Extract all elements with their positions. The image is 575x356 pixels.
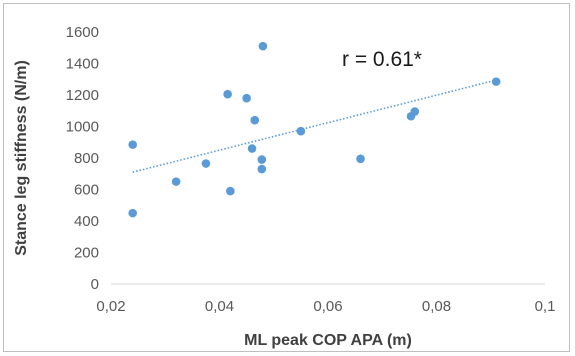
y-tick-label: 600 <box>74 182 99 199</box>
y-tick-label: 1000 <box>66 119 99 136</box>
data-point <box>171 177 181 186</box>
x-tick-label: 0,04 <box>205 298 234 315</box>
y-tick-label: 1200 <box>66 87 99 104</box>
data-point <box>247 144 257 153</box>
data-point <box>201 159 211 168</box>
data-point <box>128 140 137 149</box>
y-tick-label: 1400 <box>66 56 99 73</box>
data-point <box>223 89 232 99</box>
y-tick-labels: 0 200 400 600 800 1000 1200 1400 1600 <box>66 24 99 293</box>
data-point <box>296 126 306 136</box>
chart-frame <box>3 3 570 352</box>
x-tick-label: 0,08 <box>422 298 451 315</box>
trendline <box>132 79 497 173</box>
data-point <box>250 115 260 125</box>
correlation-annotation: r = 0.61* <box>342 48 422 71</box>
x-tick-labels: 0,02 0,04 0,06 0,08 0,1 <box>96 298 555 315</box>
data-point <box>410 107 420 116</box>
y-axis-title: Stance leg stiffness (N/m) <box>13 60 30 256</box>
data-point <box>257 164 267 174</box>
trendline-group <box>132 79 497 173</box>
data-points <box>128 41 501 218</box>
y-tick-label: 200 <box>74 245 99 262</box>
x-axis-title: ML peak COP APA (m) <box>244 332 412 349</box>
x-tick-label: 0,02 <box>96 298 125 315</box>
y-tick-label: 0 <box>91 276 99 293</box>
data-point <box>242 93 251 103</box>
data-point <box>257 155 267 164</box>
y-tick-label: 800 <box>74 150 99 167</box>
y-tick-label: 1600 <box>66 24 99 41</box>
data-point <box>491 77 501 86</box>
data-point <box>258 41 268 51</box>
x-tick-label: 0,1 <box>535 298 556 315</box>
data-point <box>226 186 235 196</box>
y-tick-label: 400 <box>74 213 99 230</box>
x-tick-label: 0,06 <box>313 298 342 315</box>
data-point <box>128 208 137 218</box>
data-point <box>356 154 365 164</box>
